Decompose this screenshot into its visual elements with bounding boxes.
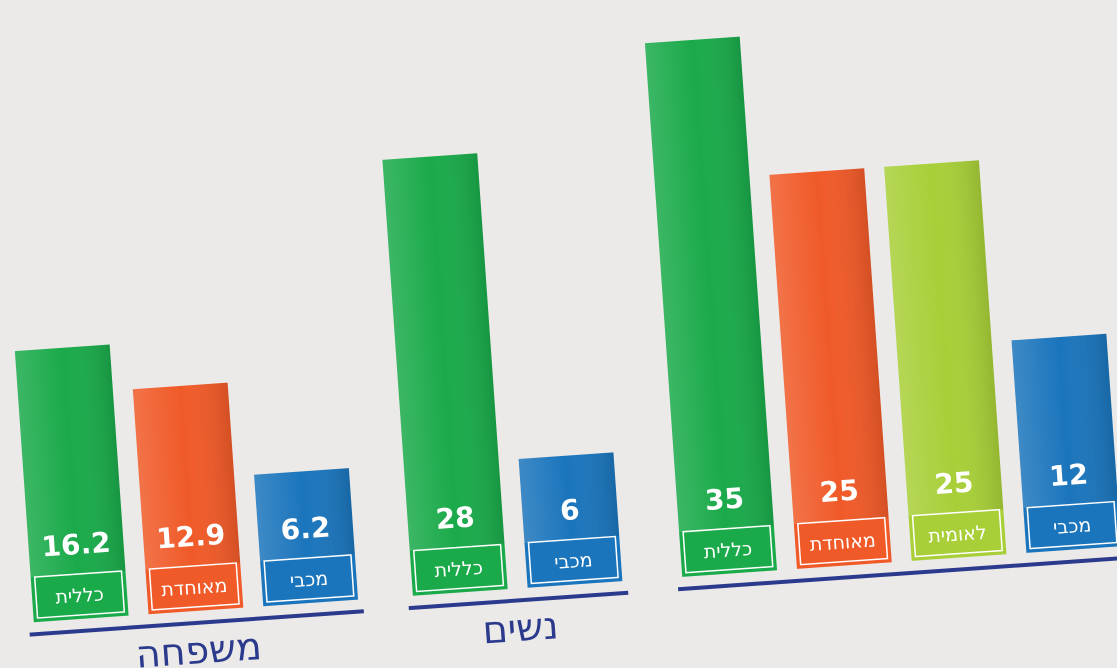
label-box — [1026, 500, 1117, 550]
value-label: 16.2 — [40, 526, 111, 564]
group-underline — [408, 590, 629, 611]
label-box — [412, 543, 505, 593]
value-label: 6 — [559, 493, 581, 527]
bar-shine — [769, 168, 889, 525]
label-box — [263, 554, 355, 603]
value-label: 25 — [819, 473, 860, 509]
value-label: 12 — [1048, 457, 1089, 493]
label-box — [527, 535, 619, 585]
bar-shine — [644, 36, 774, 533]
category-label: מאוחדת — [809, 529, 876, 556]
category-label: מכבי — [289, 568, 329, 593]
category-label: מאוחדת — [161, 575, 228, 602]
bar-shine — [254, 468, 355, 562]
group-title: נשים — [481, 603, 560, 652]
bar-shine — [1011, 333, 1117, 508]
group-title: משפחה — [134, 624, 263, 668]
label-box — [148, 562, 240, 611]
plot: 16.2 כללית 12.9 מאוחדת 6.2 מכבי משפחה 28 כללית 6 מ… — [14, 36, 1117, 668]
value-label: 35 — [704, 481, 745, 517]
label-box — [911, 508, 1003, 558]
label-box — [33, 570, 126, 619]
value-label: 6.2 — [280, 510, 332, 546]
bar-shine — [14, 344, 126, 578]
label-box — [682, 524, 774, 574]
category-label: מכבי — [1052, 514, 1092, 539]
category-label: כללית — [55, 583, 105, 608]
group-underline — [29, 609, 365, 637]
bar-shine — [884, 160, 1004, 516]
value-label: 25 — [933, 465, 974, 501]
value-label: 28 — [435, 500, 476, 536]
category-label: לאומית — [928, 522, 988, 548]
value-label: 12.9 — [155, 518, 226, 556]
category-label: מכבי — [554, 549, 594, 574]
label-box — [797, 516, 889, 566]
group-underline — [677, 555, 1117, 592]
category-label: כללית — [703, 538, 753, 563]
bar-shine — [132, 382, 241, 570]
category-label: כללית — [434, 557, 484, 582]
bar-shine — [382, 153, 505, 551]
bar-shine — [518, 452, 620, 543]
